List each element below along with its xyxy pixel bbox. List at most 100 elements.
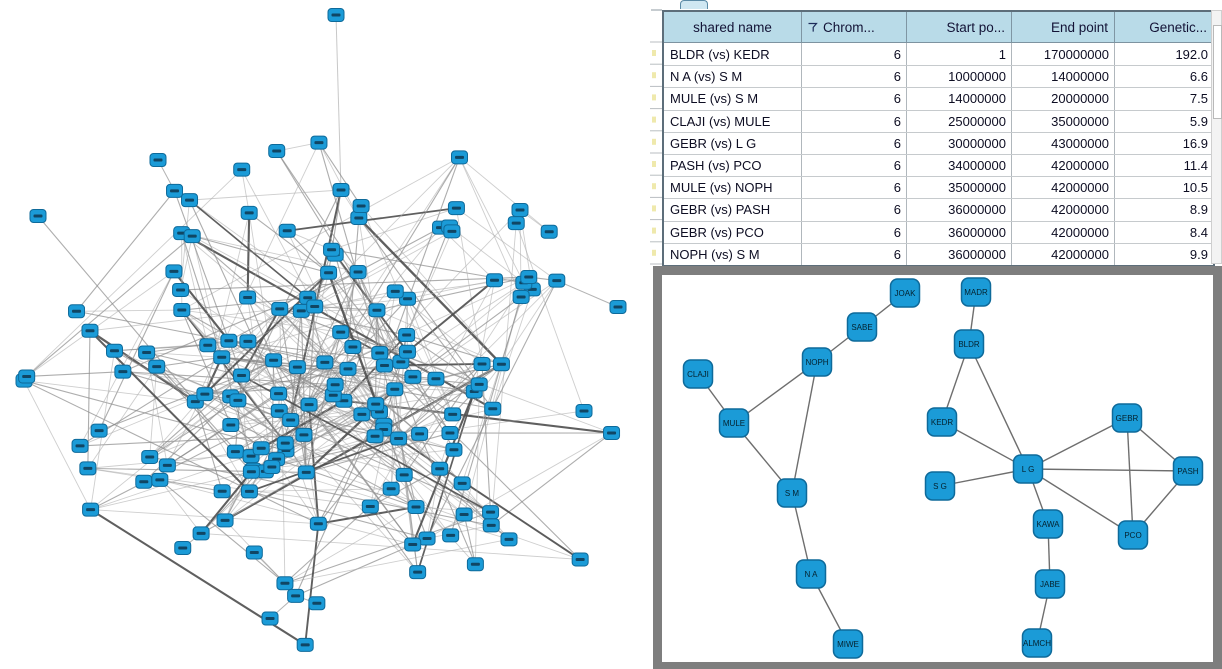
network-node[interactable] xyxy=(165,264,183,279)
network-node[interactable] xyxy=(418,531,436,546)
network-edge[interactable] xyxy=(224,472,307,521)
network-edge[interactable] xyxy=(287,207,457,232)
network-node-KAWA[interactable]: KAWA xyxy=(1032,509,1064,539)
network-edge[interactable] xyxy=(224,414,363,521)
network-edge[interactable] xyxy=(407,279,495,300)
network-edge[interactable] xyxy=(435,363,502,380)
column-header-3[interactable]: End point xyxy=(1012,12,1115,42)
network-node[interactable] xyxy=(71,438,89,453)
network-node[interactable] xyxy=(444,407,462,422)
network-node-MULE[interactable]: MULE xyxy=(718,408,750,438)
network-edge[interactable] xyxy=(240,308,281,376)
table-row[interactable]: MULE (vs) NOPH 6 35000000 42000000 10.5 xyxy=(664,176,1213,199)
network-edge[interactable] xyxy=(459,157,525,284)
network-edge[interactable] xyxy=(23,380,319,525)
network-edge[interactable] xyxy=(189,199,437,380)
network-node[interactable] xyxy=(278,223,296,238)
network-node[interactable] xyxy=(367,397,385,412)
table-row[interactable]: CLAJI (vs) MULE 6 25000000 35000000 5.9 xyxy=(664,109,1213,132)
column-header-2[interactable]: Start po... xyxy=(907,12,1012,42)
network-edge[interactable] xyxy=(26,371,123,378)
network-node[interactable] xyxy=(407,499,425,514)
network-node[interactable] xyxy=(316,355,334,370)
network-node[interactable] xyxy=(149,153,167,167)
network-edge[interactable] xyxy=(260,399,345,450)
network-node[interactable] xyxy=(245,545,263,560)
network-edge[interactable] xyxy=(379,411,463,484)
network-node[interactable] xyxy=(265,353,283,368)
table-scroll-tab[interactable] xyxy=(680,0,708,9)
network-node[interactable] xyxy=(445,442,463,457)
network-node[interactable] xyxy=(320,265,338,280)
table-row[interactable]: GEBR (vs) PASH 6 36000000 42000000 8.9 xyxy=(664,198,1213,221)
network-node[interactable] xyxy=(68,304,86,319)
network-node[interactable] xyxy=(268,144,286,159)
network-edge[interactable] xyxy=(400,282,525,363)
network-node[interactable] xyxy=(409,565,427,580)
network-node[interactable] xyxy=(270,386,288,401)
network-node[interactable] xyxy=(114,364,132,379)
network-edge[interactable] xyxy=(456,207,558,281)
network-edge[interactable] xyxy=(369,279,495,507)
network-edge-NOPH-SM[interactable] xyxy=(791,361,818,494)
network-node-MADR[interactable]: MADR xyxy=(960,277,992,307)
network-node[interactable] xyxy=(332,183,350,197)
network-edge[interactable] xyxy=(159,479,202,534)
network-edge[interactable] xyxy=(122,271,359,373)
table-scrollbar-thumb[interactable] xyxy=(1213,25,1222,119)
network-node[interactable] xyxy=(172,282,190,297)
network-edge[interactable] xyxy=(426,524,492,539)
network-edge[interactable] xyxy=(76,190,175,312)
network-node[interactable] xyxy=(332,325,350,340)
network-edge[interactable] xyxy=(331,207,457,251)
network-node[interactable] xyxy=(368,303,386,318)
network-edge[interactable] xyxy=(369,506,419,573)
table-row[interactable]: GEBR (vs) L G 6 30000000 43000000 16.9 xyxy=(664,131,1213,154)
network-node[interactable] xyxy=(492,357,510,372)
network-node[interactable] xyxy=(297,465,315,480)
network-node[interactable] xyxy=(482,505,500,520)
network-node-ALMCH[interactable]: ALMCH xyxy=(1021,628,1053,658)
network-node[interactable] xyxy=(447,201,465,216)
network-node[interactable] xyxy=(344,340,362,355)
network-edge[interactable] xyxy=(98,374,242,432)
network-node[interactable] xyxy=(252,441,270,456)
network-edge[interactable] xyxy=(474,384,480,565)
network-edge[interactable] xyxy=(228,340,345,402)
network-edge[interactable] xyxy=(146,351,242,377)
network-edge-BLDR-LG[interactable] xyxy=(968,343,1029,470)
network-node[interactable] xyxy=(427,371,445,386)
network-edge[interactable] xyxy=(318,505,417,525)
network-node-SM[interactable]: S M xyxy=(776,478,808,508)
main-network-canvas[interactable] xyxy=(0,0,650,669)
table-row[interactable]: GEBR (vs) PCO 6 36000000 42000000 8.4 xyxy=(664,220,1213,243)
network-node[interactable] xyxy=(431,461,449,476)
network-edge[interactable] xyxy=(308,306,316,405)
network-node[interactable] xyxy=(158,458,176,473)
network-node-GEBR[interactable]: GEBR xyxy=(1111,403,1143,433)
network-edge[interactable] xyxy=(384,365,581,560)
network-node[interactable] xyxy=(349,264,367,279)
network-edge[interactable] xyxy=(515,222,585,412)
network-node[interactable] xyxy=(443,224,461,239)
network-node[interactable] xyxy=(141,449,159,464)
network-node[interactable] xyxy=(151,472,169,487)
network-node[interactable] xyxy=(148,359,166,374)
network-node-JOAK[interactable]: JOAK xyxy=(889,278,921,308)
network-node[interactable] xyxy=(540,224,558,239)
network-node[interactable] xyxy=(404,369,422,384)
table-row[interactable]: BLDR (vs) KEDR 6 1 170000000 192.0 xyxy=(664,43,1213,66)
network-edge[interactable] xyxy=(318,142,381,354)
network-node[interactable] xyxy=(174,540,192,555)
network-edge[interactable] xyxy=(296,367,307,473)
network-node[interactable] xyxy=(395,467,413,482)
network-node[interactable] xyxy=(183,229,201,244)
network-edge[interactable] xyxy=(191,236,223,358)
network-edge[interactable] xyxy=(241,169,250,214)
network-edge[interactable] xyxy=(181,232,329,274)
network-node[interactable] xyxy=(353,407,371,422)
network-node[interactable] xyxy=(386,284,404,299)
network-edge[interactable] xyxy=(90,411,380,511)
network-edge[interactable] xyxy=(305,332,342,473)
network-node[interactable] xyxy=(404,537,422,552)
